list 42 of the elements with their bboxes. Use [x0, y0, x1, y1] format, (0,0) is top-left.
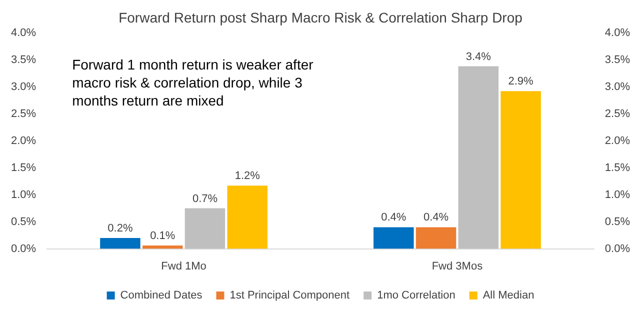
y-tick-label: 3.5% [10, 54, 36, 66]
bar [142, 246, 183, 249]
data-label: 3.4% [466, 50, 492, 63]
legend-label: 1mo Correlation [377, 290, 456, 302]
y2-tick-label: 3.0% [604, 80, 630, 93]
data-label: 0.4% [423, 212, 449, 224]
y-tick-label: 1.0% [10, 188, 36, 201]
y-tick-label: 0.0% [10, 242, 36, 255]
legend-label: 1st Principal Component [230, 290, 350, 302]
y-tick-label: 1.5% [10, 162, 36, 174]
y2-tick-label: 3.5% [604, 54, 630, 66]
x-tick-label: Fwd 1Mo [161, 260, 206, 272]
annotation: Forward 1 month return is weaker after macro risk & correlation drop, while 3 months return are mixed [72, 56, 314, 109]
data-label: 0.1% [150, 230, 176, 242]
y-tick-label: 2.5% [10, 108, 36, 120]
y-tick-label: 4.0% [10, 26, 36, 39]
data-label: 1.2% [234, 170, 260, 182]
bar [184, 208, 226, 249]
bar [500, 91, 541, 249]
bar [100, 238, 140, 249]
y2-tick-label: 1.5% [604, 162, 630, 174]
bar [416, 227, 456, 249]
y2-tick-label: 4.0% [604, 26, 630, 39]
data-label: 0.4% [381, 212, 406, 224]
y2-tick-label: 0.5% [604, 216, 630, 228]
y-tick-label: 2.0% [10, 134, 36, 147]
x-tick-label: Fwd 3Mos [432, 260, 484, 272]
y2-tick-label: 2.5% [604, 108, 630, 120]
legend-label: All Median [482, 290, 534, 302]
y2-tick-label: 0.0% [604, 242, 630, 255]
bar [227, 186, 268, 249]
y-tick-label: 0.5% [10, 216, 36, 228]
bar [374, 227, 414, 249]
y-tick-label: 3.0% [10, 80, 36, 93]
data-label: 0.2% [108, 222, 133, 235]
data-label: 0.7% [192, 192, 218, 205]
bar [458, 66, 499, 249]
data-label: 2.9% [508, 76, 534, 88]
chart-title: Forward Return post Sharp Macro Risk & Correlation Sharp Drop [118, 9, 523, 26]
y2-tick-label: 1.0% [604, 188, 630, 201]
y2-tick-label: 2.0% [604, 134, 630, 147]
legend-label: Combined Dates [120, 290, 203, 302]
